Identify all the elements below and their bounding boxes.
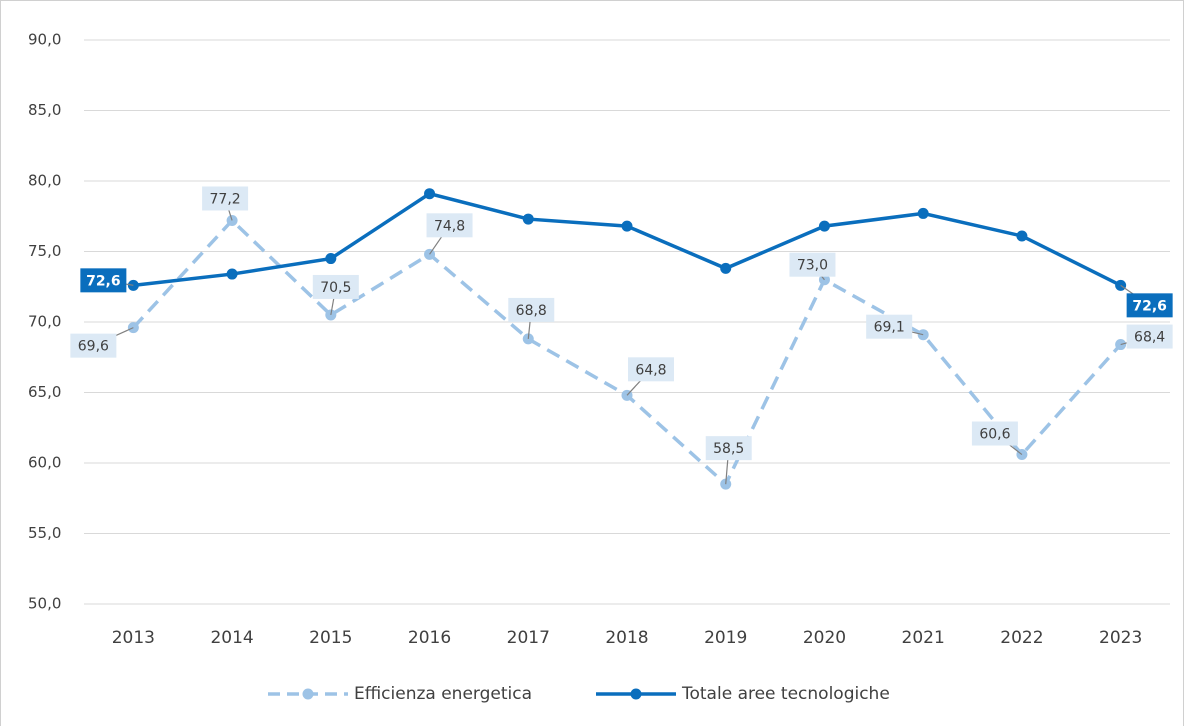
x-tick-label: 2018 (605, 628, 648, 648)
x-tick-label: 2019 (704, 628, 747, 648)
label-box (866, 314, 913, 339)
data-label: 64,8 (635, 362, 666, 378)
label-box (80, 268, 127, 293)
data-label: 77,2 (210, 191, 241, 207)
series-line (133, 191, 1122, 288)
data-label: 60,6 (979, 427, 1010, 443)
y-tick-label: 70,0 (28, 313, 61, 331)
x-tick-label: 2022 (1000, 628, 1043, 648)
x-tick-label: 2016 (408, 628, 451, 648)
point (917, 207, 929, 219)
label-box (1126, 324, 1173, 349)
point (1016, 449, 1028, 461)
label-box (789, 252, 836, 277)
point (818, 220, 830, 232)
legend-label: Efficienza energetica (354, 684, 532, 704)
point (621, 220, 633, 232)
label-box (426, 213, 473, 238)
point (424, 188, 436, 200)
point (720, 262, 732, 274)
point (522, 213, 534, 225)
y-tick-label: 85,0 (28, 101, 61, 119)
y-tick-label: 75,0 (28, 242, 61, 260)
data-label: 74,8 (434, 218, 465, 234)
data-label: 72,6 (86, 273, 121, 289)
data-label: 69,6 (78, 339, 109, 355)
point (325, 253, 337, 265)
x-tick-label: 2021 (902, 628, 945, 648)
y-tick-label: 90,0 (28, 31, 61, 49)
label-box (70, 333, 117, 358)
label-box (202, 186, 249, 211)
y-tick-label: 80,0 (28, 172, 61, 190)
label-box (971, 421, 1018, 446)
y-tick-label: 65,0 (28, 383, 61, 401)
y-tick-label: 60,0 (28, 454, 61, 472)
label-box (628, 357, 674, 382)
label-box (1126, 293, 1173, 318)
label-box (508, 297, 555, 322)
data-label: 68,8 (516, 303, 547, 319)
x-tick-label: 2013 (112, 628, 155, 648)
data-label: 73,0 (797, 258, 828, 274)
x-tick-label: 2020 (803, 628, 846, 648)
data-label: 58,5 (713, 441, 744, 457)
x-tick-label: 2014 (210, 628, 253, 648)
x-tick-label: 2023 (1099, 628, 1142, 648)
data-label: 72,6 (1132, 298, 1167, 314)
x-tick-label: 2015 (309, 628, 352, 648)
legend-marker (302, 688, 314, 700)
y-tick-label: 50,0 (28, 595, 61, 613)
y-tick-label: 55,0 (28, 524, 61, 542)
label-box (312, 274, 359, 299)
label-box (705, 436, 752, 461)
data-label: 68,4 (1134, 330, 1165, 346)
data-label: 70,5 (320, 280, 351, 296)
data-label: 69,1 (874, 320, 905, 336)
legend-label: Totale aree tecnologiche (681, 684, 890, 704)
legend-marker (630, 688, 642, 700)
point (1016, 230, 1028, 242)
x-tick-label: 2017 (507, 628, 550, 648)
point (226, 268, 238, 280)
